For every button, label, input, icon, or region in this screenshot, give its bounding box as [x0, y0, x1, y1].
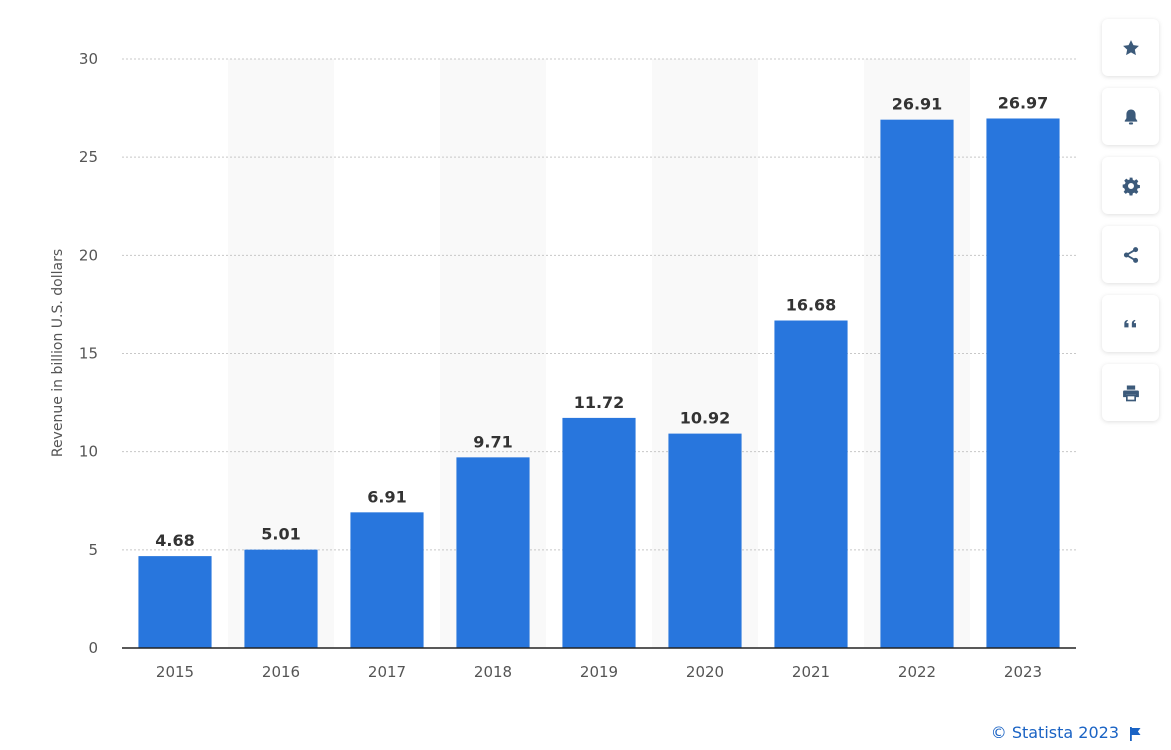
- bar-2016[interactable]: [244, 549, 318, 648]
- y-tick-label: 10: [79, 443, 98, 461]
- share-icon: [1123, 246, 1138, 263]
- bar-2019[interactable]: [562, 417, 636, 648]
- settings-button[interactable]: [1102, 157, 1159, 214]
- bar-2018[interactable]: [456, 457, 530, 648]
- data-label: 5.01: [261, 525, 300, 544]
- print-button[interactable]: [1102, 364, 1159, 421]
- statista-credit-link[interactable]: © Statista 2023: [990, 723, 1119, 742]
- bar-2017[interactable]: [350, 512, 424, 648]
- printer-icon: [1122, 385, 1139, 401]
- notification-button[interactable]: [1102, 88, 1159, 145]
- y-tick-label: 20: [79, 246, 98, 264]
- bar-2022[interactable]: [880, 119, 954, 649]
- x-tick-label: 2016: [262, 663, 300, 681]
- data-label: 9.71: [473, 432, 512, 451]
- chart-toolbar: [1102, 19, 1159, 433]
- x-tick-label: 2018: [474, 663, 512, 681]
- share-button[interactable]: [1102, 226, 1159, 283]
- data-label: 26.97: [998, 93, 1049, 112]
- x-tick-label: 2023: [1004, 663, 1042, 681]
- bell-icon: [1124, 109, 1137, 124]
- bar-2015[interactable]: [138, 556, 212, 648]
- flag-icon[interactable]: [1128, 726, 1142, 742]
- x-tick-label: 2022: [898, 663, 936, 681]
- y-tick-label: 5: [88, 541, 98, 559]
- x-tick-label: 2021: [792, 663, 830, 681]
- bar-2020[interactable]: [668, 433, 742, 648]
- data-label: 26.91: [892, 95, 943, 114]
- y-tick-label: 0: [88, 639, 98, 657]
- bar-2021[interactable]: [774, 320, 848, 648]
- x-tick-label: 2019: [580, 663, 618, 681]
- x-tick-label: 2017: [368, 663, 406, 681]
- bar-chart: 0 5 10 15 20 25 30 4.68 5.01 6.91 9.71 11.72 10.92 1…: [50, 50, 1076, 681]
- data-label: 16.68: [786, 296, 837, 315]
- gear-icon: [1122, 177, 1140, 195]
- x-tick-label: 2015: [156, 663, 194, 681]
- y-tick-label: 15: [79, 345, 98, 363]
- data-label: 4.68: [155, 531, 194, 550]
- bar-2023[interactable]: [986, 118, 1060, 648]
- x-tick-label: 2020: [686, 663, 724, 681]
- data-label: 6.91: [367, 487, 406, 506]
- y-axis-label: Revenue in billion U.S. dollars: [50, 249, 66, 457]
- quote-icon: [1123, 319, 1136, 327]
- data-label: 11.72: [574, 393, 625, 412]
- data-label: 10.92: [680, 409, 731, 428]
- favorite-button[interactable]: [1102, 19, 1159, 76]
- y-tick-label: 30: [79, 50, 98, 68]
- star-icon: [1122, 39, 1139, 55]
- cite-button[interactable]: [1102, 295, 1159, 352]
- y-tick-label: 25: [79, 148, 98, 166]
